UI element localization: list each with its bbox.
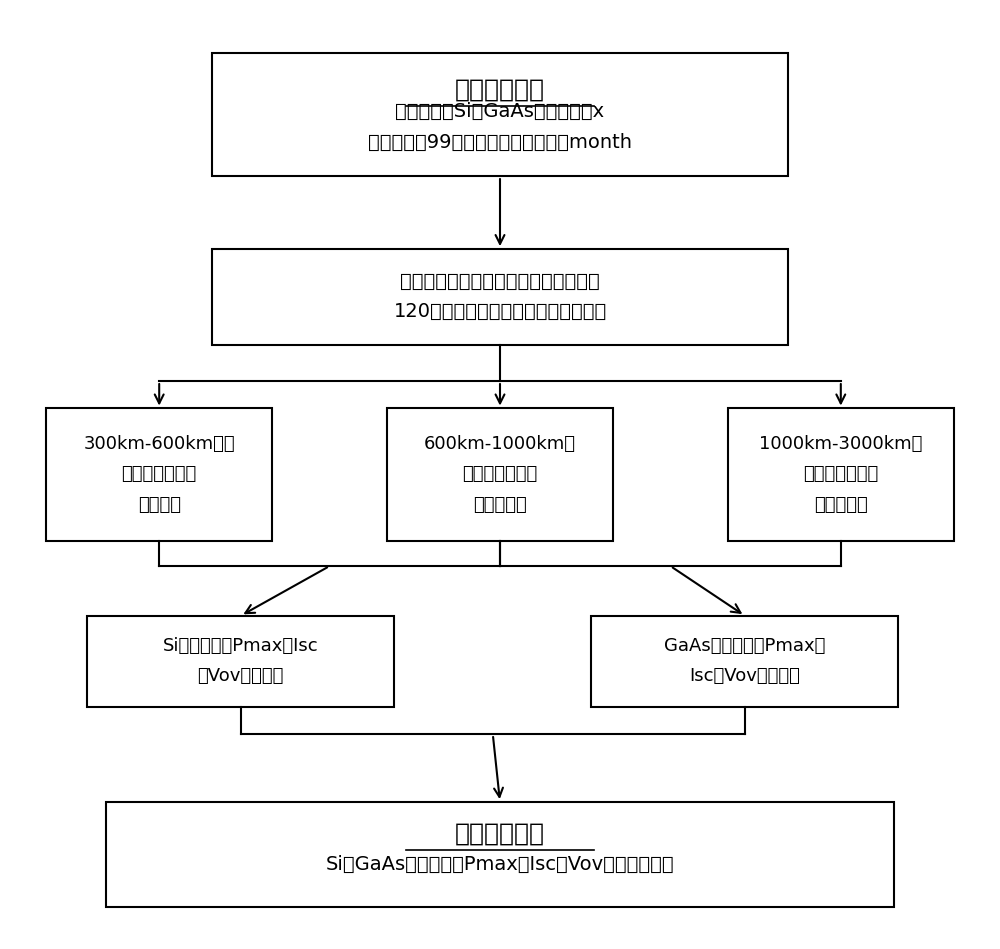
Text: 模型输出参数: 模型输出参数 <box>455 822 545 846</box>
Text: 剂量计算: 剂量计算 <box>138 495 181 513</box>
Text: 计算不同轨道高度位移损伤剂量（经过: 计算不同轨道高度位移损伤剂量（经过 <box>400 272 600 291</box>
Text: 和Vov计算公式: 和Vov计算公式 <box>198 667 284 685</box>
FancyBboxPatch shape <box>106 802 894 907</box>
Text: 伤剂量计算: 伤剂量计算 <box>814 495 868 513</box>
Text: 轨道倾角：99（固定值）在轨月数：month: 轨道倾角：99（固定值）在轨月数：month <box>368 133 632 152</box>
FancyBboxPatch shape <box>387 408 613 541</box>
Text: 120微米的石英玻璃盖片屏蔽后剂量）: 120微米的石英玻璃盖片屏蔽后剂量） <box>393 303 607 322</box>
Text: 模型输入参数: 模型输入参数 <box>455 78 545 102</box>
FancyBboxPatch shape <box>87 616 394 707</box>
Text: 高度的位移损伤: 高度的位移损伤 <box>122 466 197 483</box>
Text: 1000km-3000km轨: 1000km-3000km轨 <box>759 436 922 454</box>
FancyBboxPatch shape <box>591 616 898 707</box>
Text: 道高度的位移损: 道高度的位移损 <box>803 466 878 483</box>
Text: Si太阳电池的Pmax、Isc: Si太阳电池的Pmax、Isc <box>163 637 319 655</box>
Text: 道高度的位移损: 道高度的位移损 <box>462 466 538 483</box>
Text: GaAs太阳电池的Pmax、: GaAs太阳电池的Pmax、 <box>664 637 825 655</box>
FancyBboxPatch shape <box>212 53 788 177</box>
Text: 300km-600km轨道: 300km-600km轨道 <box>83 436 235 454</box>
FancyBboxPatch shape <box>212 249 788 344</box>
FancyBboxPatch shape <box>46 408 272 541</box>
FancyBboxPatch shape <box>728 408 954 541</box>
Text: 600km-1000km轨: 600km-1000km轨 <box>424 436 576 454</box>
Text: 伤剂量计算: 伤剂量计算 <box>473 495 527 513</box>
Text: Si或GaAs太阳电池的Pmax、Isc和Vov的衰减百分比: Si或GaAs太阳电池的Pmax、Isc和Vov的衰减百分比 <box>326 855 674 874</box>
Text: Isc和Vov计算公式: Isc和Vov计算公式 <box>689 667 800 685</box>
Text: 电池类型：Si或GaAs轨道高度：x: 电池类型：Si或GaAs轨道高度：x <box>395 102 605 121</box>
